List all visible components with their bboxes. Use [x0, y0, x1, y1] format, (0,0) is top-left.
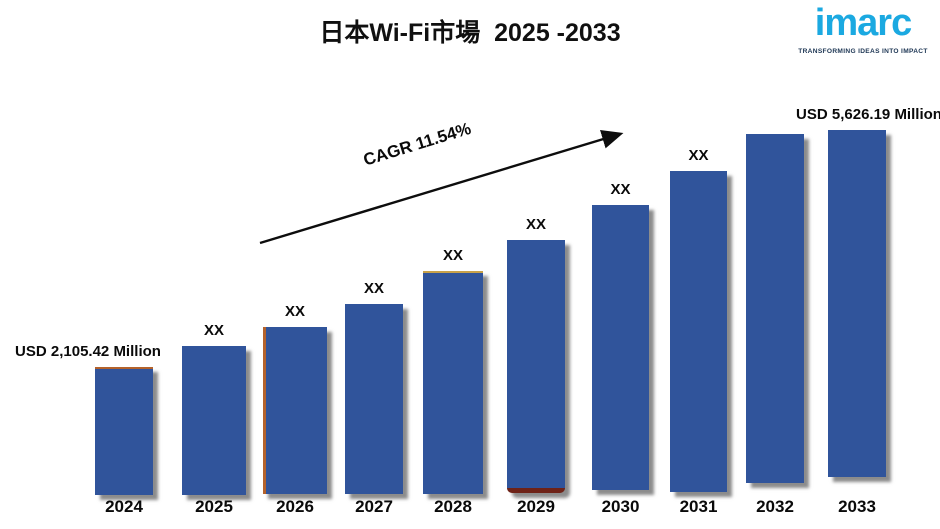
imarc-logo: imarc TRANSFORMING IDEAS INTO IMPACT: [796, 0, 930, 55]
bar-2025: [182, 346, 246, 495]
bar-2026: [263, 327, 327, 494]
year-label-2026: 2026: [276, 497, 314, 516]
bar-2028: [423, 271, 483, 494]
year-label-2030: 2030: [601, 497, 640, 516]
year-label-2031: 2031: [679, 497, 718, 516]
imarc-logo-text: imarc: [814, 2, 912, 44]
chart-title: 日本Wi-Fi市場 2025 -2033: [319, 19, 621, 47]
bar-2024: [95, 367, 153, 495]
bar-2029: [507, 240, 565, 493]
bar-2030: [592, 205, 649, 490]
value-label-2030: XX: [610, 181, 631, 198]
year-label-2028: 2028: [434, 497, 472, 516]
value-label-2028: XX: [442, 247, 463, 264]
year-label-2025: 2025: [195, 497, 233, 516]
year-label-2027: 2027: [355, 497, 393, 516]
bar-2027: [345, 304, 403, 494]
value-label-2031: XX: [688, 147, 709, 164]
bar-2031: [670, 171, 727, 492]
year-label-2024: 2024: [105, 497, 143, 516]
imarc-logo-tagline: TRANSFORMING IDEAS INTO IMPACT: [798, 47, 928, 55]
year-label-2032: 2032: [756, 497, 794, 516]
value-label-2033: USD 5,626.19 Million: [796, 106, 940, 123]
value-label-2027: XX: [363, 280, 384, 297]
value-label-2025: XX: [203, 322, 224, 339]
bar-2033: [828, 130, 886, 477]
value-label-2024: USD 2,105.42 Million: [15, 343, 161, 360]
value-label-2029: XX: [525, 216, 546, 233]
bar-2032: [746, 134, 804, 483]
value-label-2026: XX: [284, 303, 305, 320]
year-label-2033: 2033: [838, 497, 876, 516]
cagr-arrow-line: [259, 130, 624, 245]
year-label-2029: 2029: [517, 497, 555, 516]
